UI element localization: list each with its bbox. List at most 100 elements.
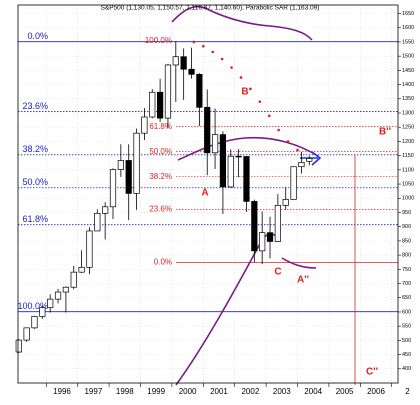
y-tick-label: 1200 xyxy=(402,139,414,145)
chart-title: S&P500 (1,130.05, 1,150.57, 1,116.67, 1,… xyxy=(101,5,320,12)
candle-body xyxy=(188,68,195,75)
y-tick-label: 550 xyxy=(402,324,411,330)
sar-dot xyxy=(239,76,243,79)
sar-dot xyxy=(258,100,262,103)
annotation: A'' xyxy=(297,275,309,286)
sar-dot xyxy=(249,87,252,91)
y-tick-label: 450 xyxy=(402,352,411,358)
candle-body xyxy=(109,169,117,208)
candle-body xyxy=(211,134,219,154)
y-tick-label: 1150 xyxy=(402,153,414,159)
candle-body xyxy=(86,230,93,268)
fib-label: 0.0% xyxy=(27,31,48,41)
y-tick-label: 1250 xyxy=(402,125,414,131)
candle-body xyxy=(117,160,124,170)
fib-label: 100.0% xyxy=(145,36,172,45)
y-tick-label: 1400 xyxy=(402,82,414,88)
x-tick-label: 2001 xyxy=(210,387,228,396)
annotation: C'' xyxy=(366,367,378,378)
x-tick-label: 1997 xyxy=(84,387,102,396)
fib-label: 100.0% xyxy=(17,301,48,311)
y-tick-label: 700 xyxy=(402,281,411,287)
y-tick-label: 500 xyxy=(402,338,411,344)
curve xyxy=(177,136,319,161)
candle-body xyxy=(70,271,77,288)
y-tick-label: 750 xyxy=(402,267,411,273)
sar-dot xyxy=(220,57,224,61)
candle-body xyxy=(227,155,234,188)
annotation: C xyxy=(274,267,281,278)
candle-body xyxy=(141,116,148,134)
candle-body xyxy=(54,291,62,300)
x-tick-label: 2000 xyxy=(179,387,197,396)
candle-body xyxy=(219,134,227,188)
curve xyxy=(171,5,313,41)
fib-label: 50.0% xyxy=(149,147,172,156)
x-tick-label: 2002 xyxy=(241,387,259,396)
sar-dot xyxy=(192,40,196,44)
sar-dot xyxy=(230,66,233,69)
annotation: B'' xyxy=(379,127,391,138)
candle-body xyxy=(47,298,54,309)
y-tick-label: 900 xyxy=(402,224,411,230)
y-tick-label: 1050 xyxy=(402,182,414,188)
candle-body xyxy=(15,339,22,353)
y-tick-label: 1000 xyxy=(402,196,414,202)
candle-body xyxy=(102,206,109,214)
y-tick-label: 1450 xyxy=(402,68,414,74)
fib-label: 23.6% xyxy=(22,101,48,111)
sar-dot xyxy=(267,114,271,118)
fib-label: 50.0% xyxy=(22,177,48,187)
fib-label: 23.6% xyxy=(149,205,172,214)
annotation: A xyxy=(201,188,208,199)
candle-body xyxy=(298,162,305,168)
fib-label: 38.2% xyxy=(22,144,48,154)
candle-body xyxy=(204,106,211,154)
annotation: B xyxy=(241,87,248,98)
x-tick-label: 1999 xyxy=(147,387,165,396)
y-tick-label: 1500 xyxy=(402,54,414,60)
candle-body xyxy=(243,156,250,202)
x-tick-label: 1996 xyxy=(53,387,71,396)
candle-body xyxy=(94,212,101,232)
sar-dot xyxy=(201,44,205,48)
fib-label: 0.0% xyxy=(154,258,172,267)
candle-body xyxy=(172,56,179,66)
candle-body xyxy=(259,232,266,252)
candle-body xyxy=(274,205,281,242)
candle-body xyxy=(31,316,38,329)
candle-body xyxy=(282,199,289,206)
candle-body xyxy=(164,64,172,119)
sar-dot xyxy=(296,148,299,152)
y-tick-label: 1550 xyxy=(402,39,414,45)
candle-body xyxy=(306,158,313,162)
candle-body xyxy=(196,73,203,108)
y-tick-label: 600 xyxy=(402,309,411,315)
y-tick-label: 1600 xyxy=(402,25,414,31)
grid: 400 450 500 550 600 650 700 750 800 850 900 950 1000… xyxy=(18,5,414,396)
candle-body xyxy=(180,56,187,70)
y-tick-label: 650 xyxy=(402,295,411,301)
y-tick-label: 850 xyxy=(402,238,411,244)
y-tick-label: 400 xyxy=(402,366,411,372)
sar-dot xyxy=(277,128,280,132)
x-tick-label: 2006 xyxy=(367,387,385,396)
candle-body xyxy=(235,155,242,158)
fibonacci: 0.0% 23.6% 38.2% 50.0% 61.8% 100.0% 100.0% 61.8… xyxy=(17,31,398,313)
fib-label: 38.2% xyxy=(149,172,172,181)
sar-dot xyxy=(211,50,215,54)
candle-body xyxy=(157,91,164,119)
candle-body xyxy=(62,286,69,293)
x-tick-label: 2003 xyxy=(273,387,291,396)
plot-frame xyxy=(17,4,399,384)
candle-body xyxy=(23,327,30,341)
y-tick-label: 1350 xyxy=(402,96,414,102)
candle-body xyxy=(266,232,274,242)
candle-body xyxy=(290,166,297,200)
y-tick-label: 1100 xyxy=(402,167,414,173)
candles xyxy=(15,40,313,354)
sar-dot xyxy=(286,140,290,143)
candle-body xyxy=(78,266,85,273)
